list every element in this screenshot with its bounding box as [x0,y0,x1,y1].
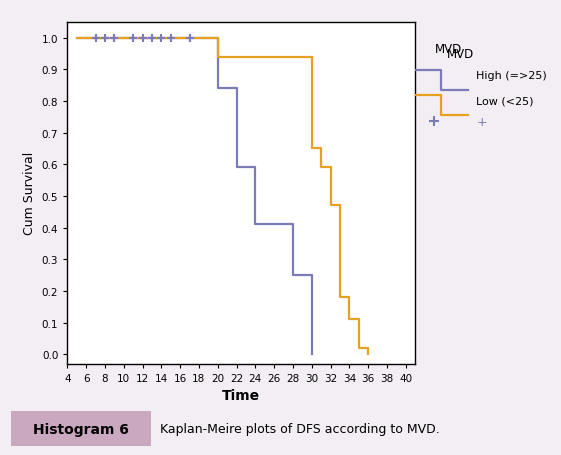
Text: MVD: MVD [447,48,475,61]
Text: MVD: MVD [435,43,462,56]
Text: +: + [476,116,487,128]
Text: High (=>25): High (=>25) [476,71,547,81]
Text: Histogram 6: Histogram 6 [34,422,129,436]
X-axis label: Time: Time [222,389,260,403]
Text: Low (<25): Low (<25) [476,96,534,106]
Text: Kaplan-Meire plots of DFS according to MVD.: Kaplan-Meire plots of DFS according to M… [160,422,440,435]
Y-axis label: Cum Survival: Cum Survival [23,152,36,235]
FancyBboxPatch shape [11,412,151,446]
